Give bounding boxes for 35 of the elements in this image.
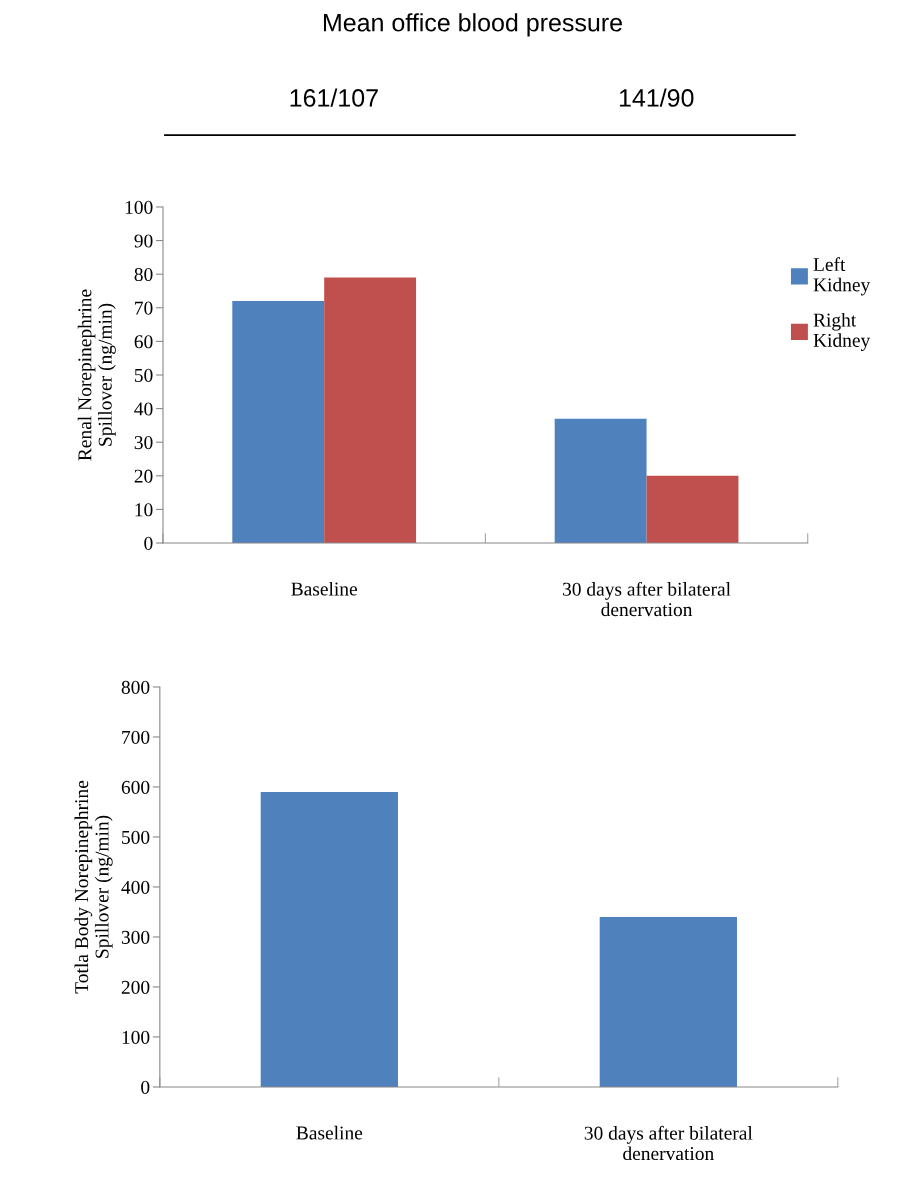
x-tick-label: Baseline — [296, 1125, 363, 1140]
y-tick-label: 80 — [134, 267, 153, 282]
legend-label: Left Kidney — [813, 257, 871, 296]
bar — [646, 475, 739, 544]
x-tick-label: 30 days after bilateral denervation — [584, 1125, 753, 1161]
y-tick-label: 20 — [134, 469, 153, 483]
y-tick-label: 70 — [135, 301, 153, 315]
text: 141/90 — [619, 88, 694, 107]
y-tick-label: 0 — [141, 1080, 150, 1094]
y-tick-label: 800 — [121, 680, 150, 694]
y-tick-label: 30 — [134, 436, 153, 450]
legend-label: Right Kidney — [813, 312, 871, 351]
y-tick-label: 300 — [121, 930, 150, 944]
chart-title: Mean office blood pressure — [323, 13, 622, 37]
y-axis-title: Renal Norepinephrine Spillover (ng/min) — [77, 289, 116, 461]
y-tick-label: 90 — [134, 234, 153, 248]
y-tick-label: 600 — [121, 780, 150, 794]
y-tick-label: 40 — [134, 402, 153, 416]
y-tick-label: 60 — [134, 335, 153, 349]
y-axis-title: Totla Body Norepinephrine Spillover (ng/min) — [74, 780, 113, 994]
y-tick-label: 100 — [122, 1030, 150, 1044]
y-tick-label: 200 — [121, 980, 150, 994]
bar — [232, 301, 325, 544]
y-tick-label: 0 — [144, 536, 153, 550]
y-tick-label: 100 — [125, 200, 153, 214]
text: 161/107 — [290, 88, 378, 107]
y-tick-label: 10 — [135, 503, 153, 517]
bar — [554, 418, 647, 544]
y-tick-label: 700 — [122, 730, 150, 744]
x-tick-label: Baseline — [291, 581, 357, 596]
bar — [324, 277, 417, 544]
y-tick-label: 50 — [134, 368, 153, 382]
y-tick-label: 500 — [122, 830, 150, 844]
y-tick-label: 400 — [121, 880, 150, 894]
x-tick-label: 30 days after bilateral denervation — [563, 581, 731, 617]
